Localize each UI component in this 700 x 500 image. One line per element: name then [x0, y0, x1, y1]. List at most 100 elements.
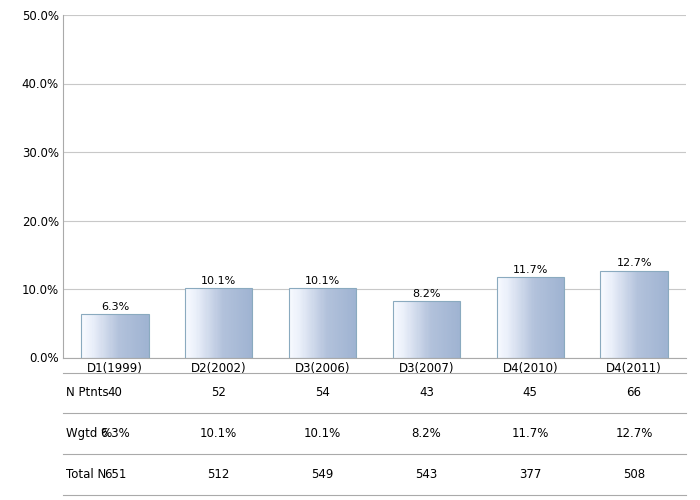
Bar: [629, 270, 631, 358]
Bar: [423, 302, 424, 358]
Text: 40: 40: [108, 386, 122, 400]
Bar: [194, 288, 195, 358]
Bar: [517, 278, 518, 357]
Bar: [410, 302, 411, 358]
Text: 11.7%: 11.7%: [512, 264, 548, 274]
Bar: [220, 288, 221, 358]
Bar: [633, 270, 634, 358]
Bar: [328, 288, 329, 358]
Bar: [640, 270, 641, 358]
Bar: [632, 270, 633, 358]
Bar: [144, 314, 146, 358]
Bar: [552, 278, 553, 357]
Bar: [197, 288, 199, 358]
Bar: [104, 314, 105, 358]
Bar: [317, 288, 318, 358]
Bar: [304, 288, 306, 358]
Bar: [415, 302, 416, 358]
Bar: [293, 288, 295, 358]
Bar: [618, 270, 620, 358]
Bar: [251, 288, 253, 358]
Bar: [435, 302, 437, 358]
Bar: [666, 270, 668, 358]
Text: 52: 52: [211, 386, 226, 400]
Bar: [652, 270, 653, 358]
Bar: [87, 314, 88, 358]
Bar: [454, 302, 456, 358]
Bar: [81, 314, 83, 358]
Bar: [442, 302, 443, 358]
Bar: [516, 278, 517, 357]
Bar: [499, 278, 500, 357]
Bar: [650, 270, 651, 358]
Bar: [100, 314, 102, 358]
Bar: [509, 278, 510, 357]
Bar: [503, 278, 505, 357]
Bar: [116, 314, 117, 358]
Bar: [396, 302, 397, 358]
Bar: [622, 270, 623, 358]
Bar: [137, 314, 139, 358]
Bar: [505, 278, 507, 357]
Text: 12.7%: 12.7%: [615, 427, 653, 440]
Bar: [531, 278, 533, 357]
Bar: [336, 288, 337, 358]
Bar: [204, 288, 205, 358]
Bar: [601, 270, 668, 358]
Bar: [397, 302, 398, 358]
Bar: [125, 314, 126, 358]
Bar: [143, 314, 144, 358]
Bar: [335, 288, 336, 358]
Bar: [353, 288, 354, 358]
Bar: [308, 288, 309, 358]
Bar: [394, 302, 395, 358]
Bar: [445, 302, 447, 358]
Bar: [447, 302, 448, 358]
Bar: [610, 270, 612, 358]
Bar: [658, 270, 659, 358]
Bar: [312, 288, 314, 358]
Bar: [402, 302, 404, 358]
Bar: [248, 288, 249, 358]
Bar: [412, 302, 413, 358]
Bar: [510, 278, 511, 357]
Bar: [540, 278, 542, 357]
Text: 10.1%: 10.1%: [305, 276, 340, 285]
Bar: [434, 302, 435, 358]
Bar: [657, 270, 658, 358]
Bar: [192, 288, 193, 358]
Bar: [213, 288, 214, 358]
Bar: [298, 288, 299, 358]
Bar: [654, 270, 655, 358]
Text: Total N: Total N: [66, 468, 106, 481]
Bar: [653, 270, 654, 358]
Bar: [648, 270, 649, 358]
Bar: [529, 278, 531, 357]
Bar: [207, 288, 209, 358]
Bar: [289, 288, 290, 358]
Bar: [414, 302, 415, 358]
Bar: [620, 270, 621, 358]
Bar: [437, 302, 438, 358]
Bar: [345, 288, 346, 358]
Bar: [655, 270, 657, 358]
Bar: [218, 288, 220, 358]
Bar: [300, 288, 301, 358]
Bar: [432, 302, 433, 358]
Bar: [81, 314, 148, 358]
Bar: [96, 314, 97, 358]
Text: 12.7%: 12.7%: [616, 258, 652, 268]
Bar: [501, 278, 502, 357]
Bar: [114, 314, 115, 358]
Text: 651: 651: [104, 468, 126, 481]
Bar: [299, 288, 300, 358]
Bar: [340, 288, 341, 358]
Bar: [94, 314, 96, 358]
Bar: [310, 288, 312, 358]
Bar: [134, 314, 135, 358]
Bar: [99, 314, 100, 358]
Bar: [94, 314, 95, 358]
Bar: [109, 314, 111, 358]
Bar: [547, 278, 548, 357]
Bar: [97, 314, 98, 358]
